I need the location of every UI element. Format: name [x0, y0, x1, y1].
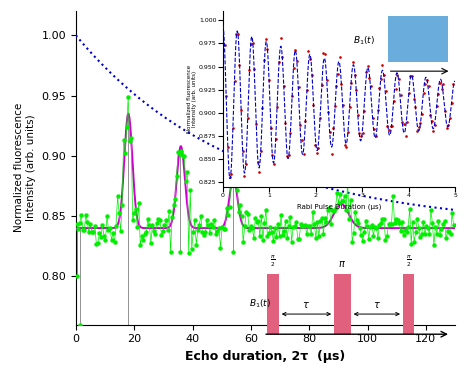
- Text: $\frac{\pi}{2}$: $\frac{\pi}{2}$: [406, 254, 411, 269]
- Text: $B_1(t)$: $B_1(t)$: [353, 34, 375, 47]
- Bar: [334, 274, 351, 334]
- Text: $\frac{\pi}{2}$: $\frac{\pi}{2}$: [270, 254, 276, 269]
- X-axis label: Rabi Pulse Duration (μs): Rabi Pulse Duration (μs): [297, 203, 381, 210]
- Bar: [403, 274, 414, 334]
- Bar: [388, 16, 448, 62]
- Text: $\pi$: $\pi$: [338, 259, 346, 269]
- X-axis label: Echo duration, 2τ  (μs): Echo duration, 2τ (μs): [185, 350, 346, 363]
- Text: $\tau$: $\tau$: [373, 300, 381, 310]
- Y-axis label: Normalized fluorescence
Intensity (arb. units): Normalized fluorescence Intensity (arb. …: [14, 103, 36, 232]
- Y-axis label: Normalized fluorescence
Intensity (arb. units): Normalized fluorescence Intensity (arb. …: [187, 65, 197, 133]
- Text: $\tau$: $\tau$: [302, 300, 310, 310]
- Bar: [267, 274, 279, 334]
- Text: $B_1(t)$: $B_1(t)$: [248, 298, 271, 310]
